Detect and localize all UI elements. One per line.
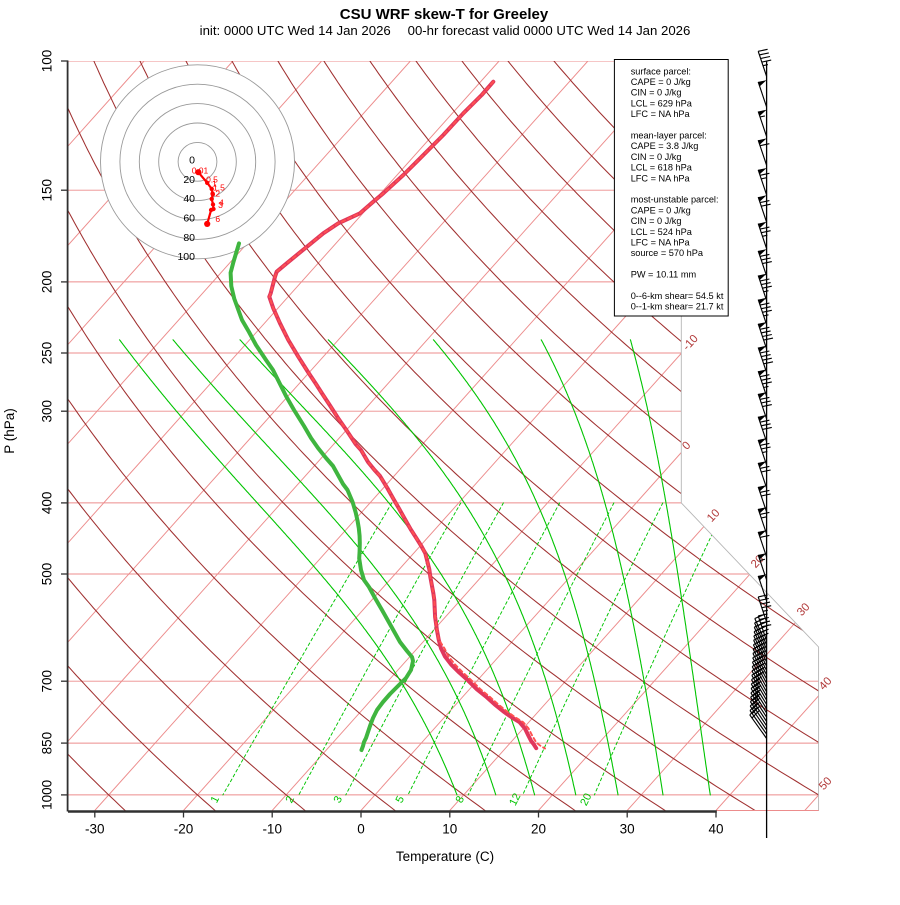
svg-text:LCL = 524 hPa: LCL = 524 hPa — [631, 227, 693, 237]
svg-text:3: 3 — [218, 200, 223, 210]
svg-text:mean-layer parcel:: mean-layer parcel: — [631, 131, 707, 141]
svg-text:850: 850 — [40, 732, 55, 755]
svg-text:LCL = 629 hPa: LCL = 629 hPa — [631, 98, 693, 108]
svg-text:CSU WRF skew-T for Greeley: CSU WRF skew-T for Greeley — [340, 6, 549, 23]
svg-text:Temperature (C): Temperature (C) — [396, 849, 494, 864]
svg-text:CAPE = 0 J/kg: CAPE = 0 J/kg — [631, 77, 691, 87]
svg-text:CAPE = 0 J/kg: CAPE = 0 J/kg — [631, 205, 691, 215]
svg-text:LCL = 618 hPa: LCL = 618 hPa — [631, 163, 693, 173]
svg-text:0: 0 — [357, 822, 365, 837]
svg-text:-30: -30 — [85, 822, 105, 837]
svg-text:100: 100 — [40, 50, 55, 73]
svg-text:10: 10 — [442, 822, 457, 837]
svg-text:80: 80 — [183, 232, 195, 244]
svg-text:40: 40 — [183, 193, 195, 205]
svg-text:LFC = NA hPa: LFC = NA hPa — [631, 109, 691, 119]
svg-text:init: 0000 UTC Wed 14 Jan 2026: init: 0000 UTC Wed 14 Jan 2026 00-hr for… — [200, 23, 691, 38]
svg-text:6: 6 — [215, 214, 220, 224]
svg-text:LFC = NA hPa: LFC = NA hPa — [631, 238, 691, 248]
svg-text:source = 570 hPa: source = 570 hPa — [631, 248, 704, 258]
svg-text:30: 30 — [620, 822, 635, 837]
svg-text:300: 300 — [40, 400, 55, 423]
svg-text:1000: 1000 — [40, 780, 55, 810]
svg-text:700: 700 — [40, 670, 55, 693]
svg-text:CIN = 0 J/kg: CIN = 0 J/kg — [631, 88, 682, 98]
svg-text:P (hPa): P (hPa) — [2, 408, 17, 454]
svg-text:60: 60 — [183, 213, 195, 225]
svg-text:40: 40 — [708, 822, 723, 837]
svg-text:surface parcel:: surface parcel: — [631, 66, 691, 76]
svg-text:PW = 10.11 mm: PW = 10.11 mm — [631, 270, 697, 280]
svg-text:100: 100 — [177, 251, 195, 263]
svg-text:250: 250 — [40, 342, 55, 365]
svg-text:20: 20 — [531, 822, 546, 837]
svg-text:500: 500 — [40, 563, 55, 586]
svg-text:CAPE = 3.8 J/kg: CAPE = 3.8 J/kg — [631, 141, 699, 151]
svg-text:400: 400 — [40, 492, 55, 515]
svg-text:20: 20 — [183, 174, 195, 186]
svg-text:LFC = NA hPa: LFC = NA hPa — [631, 173, 691, 183]
svg-text:CIN = 0 J/kg: CIN = 0 J/kg — [631, 152, 682, 162]
svg-text:most-unstable parcel:: most-unstable parcel: — [631, 195, 719, 205]
svg-text:150: 150 — [40, 179, 55, 202]
svg-text:-20: -20 — [174, 822, 194, 837]
svg-text:0--6-km shear= 54.5 kt: 0--6-km shear= 54.5 kt — [631, 291, 724, 301]
svg-text:200: 200 — [40, 271, 55, 294]
svg-text:0--1-km shear= 21.7 kt: 0--1-km shear= 21.7 kt — [631, 302, 724, 312]
svg-text:-10: -10 — [262, 822, 282, 837]
svg-text:CIN = 0 J/kg: CIN = 0 J/kg — [631, 216, 682, 226]
